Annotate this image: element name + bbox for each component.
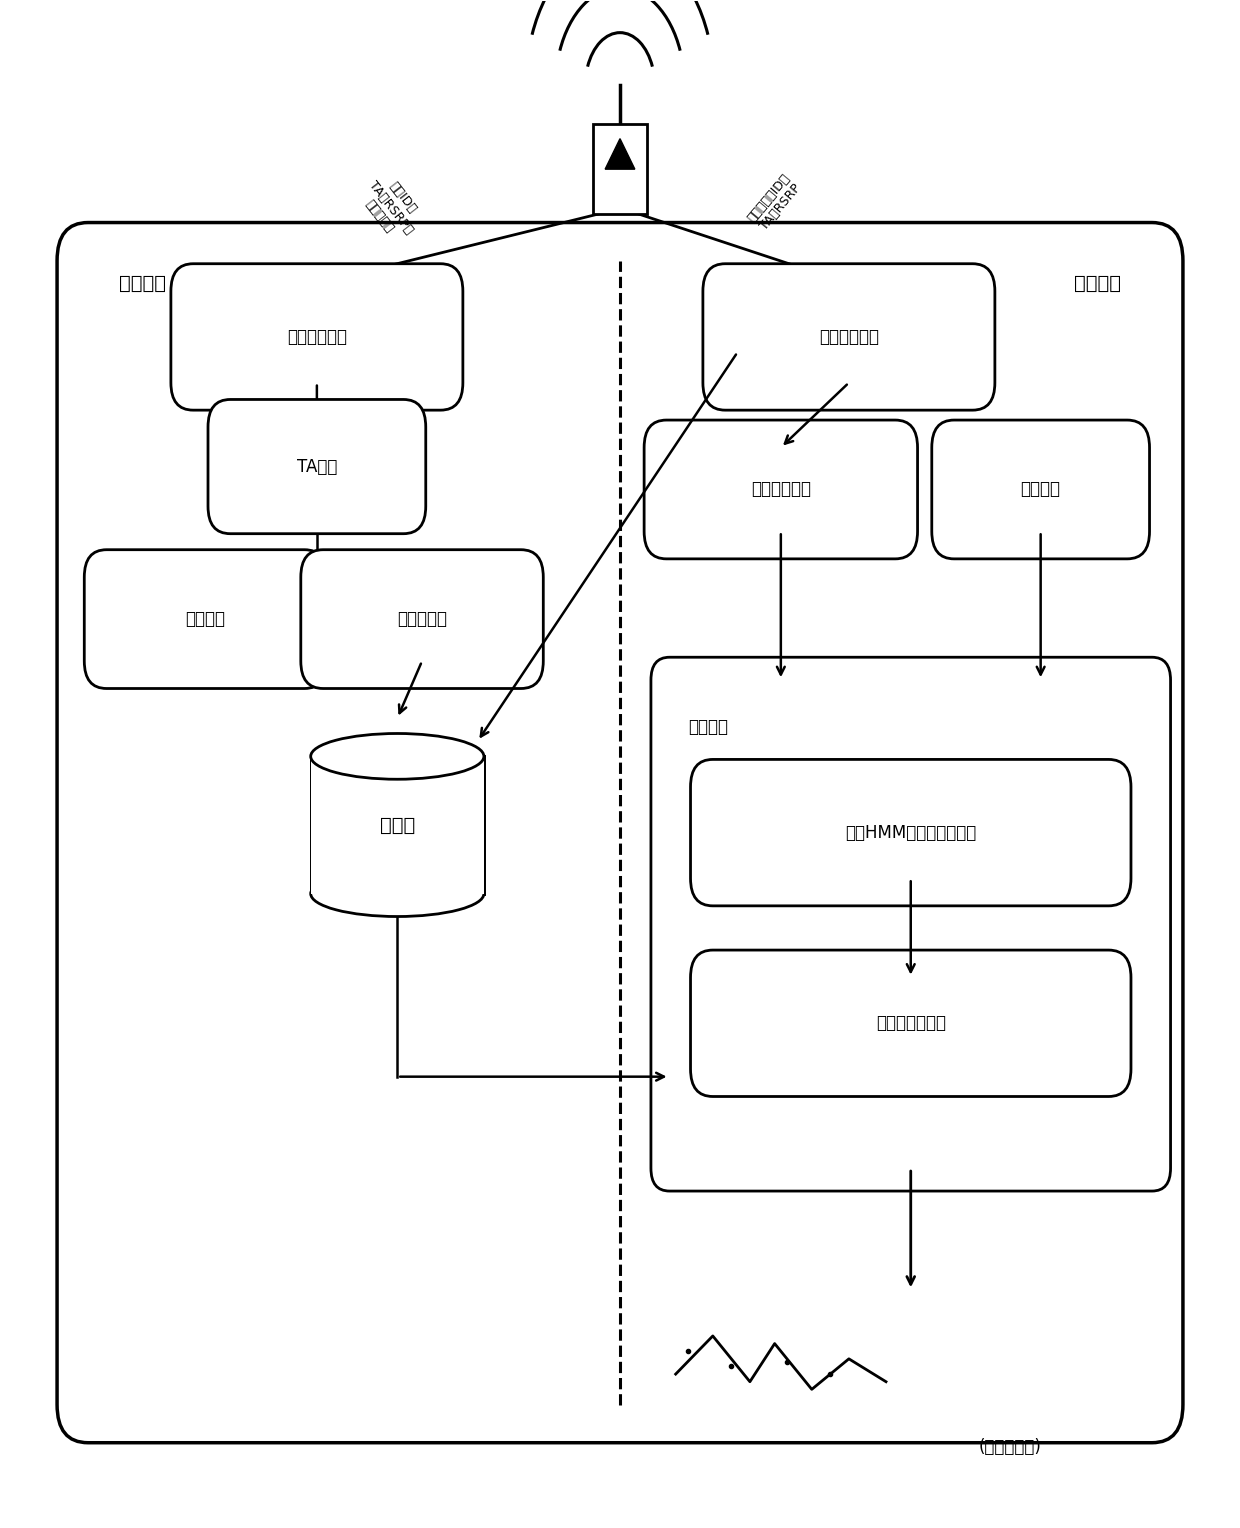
Text: 数字地图: 数字地图 — [1021, 480, 1060, 498]
Text: 指纹库: 指纹库 — [379, 816, 415, 834]
FancyBboxPatch shape — [301, 550, 543, 689]
Text: 获取辅助位置: 获取辅助位置 — [751, 480, 811, 498]
Text: 路测数据获取: 路测数据获取 — [286, 329, 347, 345]
Text: TA过滤: TA过滤 — [296, 457, 337, 475]
FancyBboxPatch shape — [208, 399, 425, 533]
FancyBboxPatch shape — [593, 124, 647, 214]
FancyBboxPatch shape — [691, 759, 1131, 906]
Polygon shape — [605, 139, 635, 170]
Text: 基于HMM的地图匹配方法: 基于HMM的地图匹配方法 — [846, 824, 976, 842]
Ellipse shape — [311, 871, 484, 917]
FancyBboxPatch shape — [651, 657, 1171, 1190]
FancyBboxPatch shape — [703, 264, 994, 410]
Text: 在线维特比解码: 在线维特比解码 — [875, 1015, 946, 1033]
Text: 在线阶段: 在线阶段 — [1074, 274, 1121, 293]
Text: 建立指纹库: 建立指纹库 — [397, 610, 448, 628]
FancyBboxPatch shape — [691, 950, 1131, 1097]
Text: 训练模型: 训练模型 — [186, 610, 226, 628]
FancyBboxPatch shape — [84, 550, 327, 689]
Text: 地图匹配: 地图匹配 — [688, 718, 728, 736]
Text: 时间、设备ID、
TA、RSRP: 时间、设备ID、 TA、RSRP — [745, 171, 804, 234]
FancyBboxPatch shape — [57, 223, 1183, 1442]
FancyBboxPatch shape — [171, 264, 463, 410]
Ellipse shape — [311, 733, 484, 779]
Text: 离线阶段: 离线阶段 — [119, 274, 166, 293]
FancyBboxPatch shape — [644, 420, 918, 559]
FancyBboxPatch shape — [931, 420, 1149, 559]
Bar — [311, 756, 484, 894]
Text: (时间，位置): (时间，位置) — [978, 1438, 1042, 1456]
Text: 基站ID、
TA、RSRP、
纬度、经度: 基站ID、 TA、RSRP、 纬度、经度 — [355, 170, 428, 246]
Text: 实时数据获取: 实时数据获取 — [818, 329, 879, 345]
